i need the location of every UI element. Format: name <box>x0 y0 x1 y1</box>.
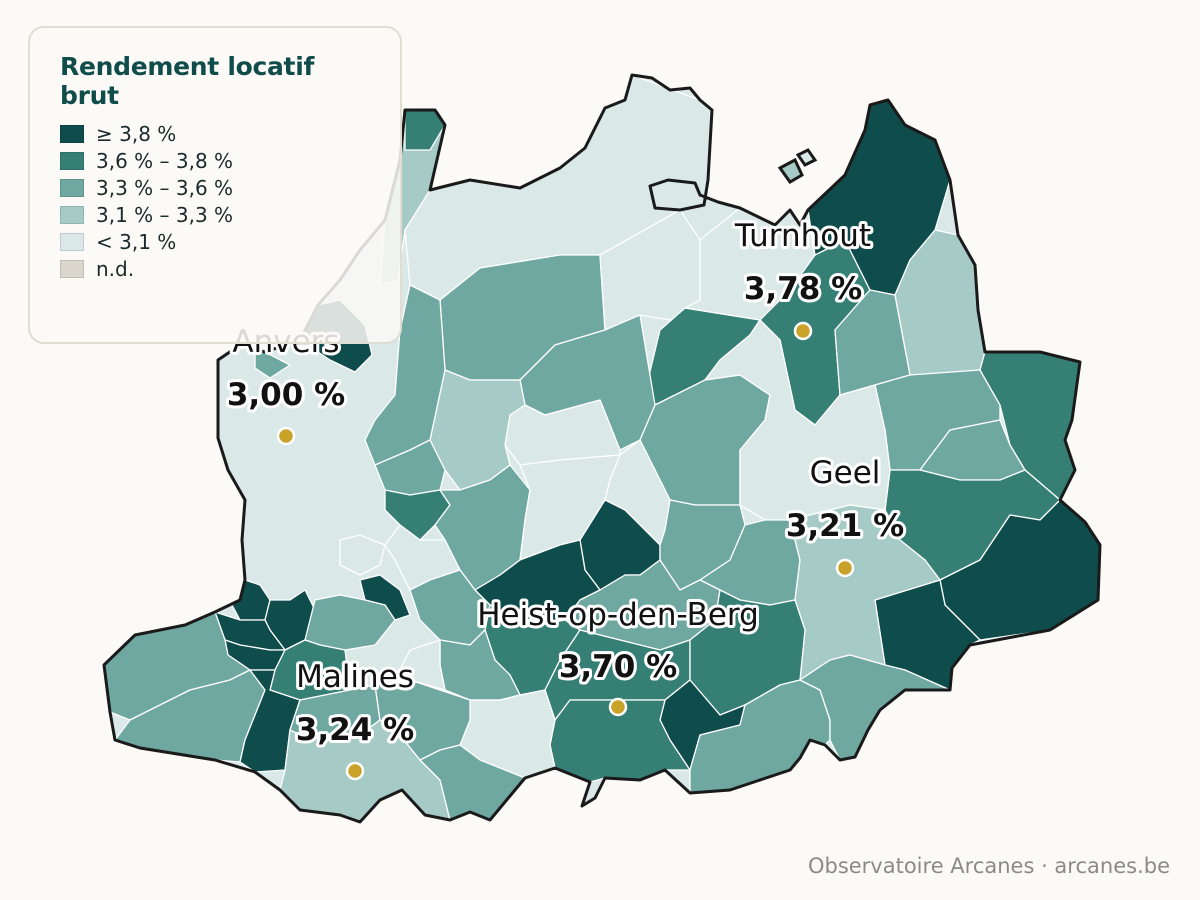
legend-item: < 3,1 % <box>60 228 370 255</box>
legend-label: 3,6 % – 3,8 % <box>96 148 234 173</box>
municipality[interactable] <box>239 669 301 773</box>
city-marker <box>276 426 296 446</box>
legend-swatch <box>60 124 84 143</box>
city-value: 3,78 % <box>744 271 862 307</box>
city-value: 3,24 % <box>296 712 414 748</box>
legend-label: ≥ 3,8 % <box>96 121 177 146</box>
legend-item: ≥ 3,8 % <box>60 120 370 147</box>
city-turnhout[interactable]: Turnhout 3,78 % <box>731 215 874 341</box>
city-name: Turnhout <box>734 218 871 254</box>
legend-label: 3,3 % – 3,6 % <box>96 175 234 200</box>
source-credit: Observatoire Arcanes · arcanes.be <box>807 854 1170 878</box>
legend-item: 3,6 % – 3,8 % <box>60 147 370 174</box>
city-value: 3,70 % <box>559 649 677 685</box>
municipality[interactable] <box>409 569 491 646</box>
city-name: Malines <box>296 659 414 695</box>
city-value: 3,00 % <box>227 377 345 413</box>
city-geel[interactable]: Geel 3,21 % <box>783 452 907 578</box>
legend-item: n.d. <box>60 255 370 282</box>
enclave <box>777 157 804 184</box>
municipality[interactable] <box>704 319 891 521</box>
municipalities <box>104 75 1100 822</box>
legend-label: < 3,1 % <box>96 229 177 254</box>
legend-title: Rendement locatif brut <box>60 52 315 110</box>
city-marker <box>608 697 628 717</box>
municipality[interactable] <box>339 534 386 576</box>
legend-label: 3,1 % – 3,3 % <box>96 202 234 227</box>
city-malines[interactable]: Malines 3,24 % <box>293 656 417 781</box>
province-outline <box>102 73 1102 824</box>
legend-label: n.d. <box>96 256 135 281</box>
enclave <box>795 148 818 167</box>
legend-swatch <box>60 205 84 224</box>
legend-item: 3,3 % – 3,6 % <box>60 174 370 201</box>
legend-swatch <box>60 259 84 278</box>
city-value: 3,21 % <box>786 508 904 544</box>
legend-item: 3,1 % – 3,3 % <box>60 201 370 228</box>
city-marker <box>835 558 855 578</box>
municipality[interactable] <box>504 399 621 466</box>
legend-swatch <box>60 151 84 170</box>
city-name: Heist-op-den-Berg <box>477 597 759 633</box>
city-marker <box>793 321 813 341</box>
city-heist-op-den-berg[interactable]: Heist-op-den-Berg 3,70 % <box>474 594 762 717</box>
city-marker <box>345 761 365 781</box>
legend: Rendement locatif brut ≥ 3,8 % 3,6 % – 3… <box>28 26 402 344</box>
legend-swatch <box>60 232 84 251</box>
legend-swatch <box>60 178 84 197</box>
city-name: Geel <box>810 455 881 491</box>
municipality[interactable] <box>399 639 446 691</box>
